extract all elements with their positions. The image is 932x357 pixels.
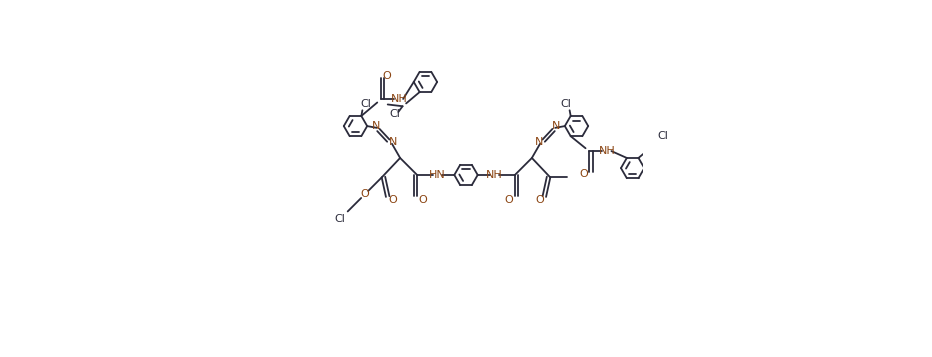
Text: N: N xyxy=(372,121,380,131)
Text: O: O xyxy=(418,195,427,205)
Text: Cl: Cl xyxy=(361,99,371,109)
Text: Cl: Cl xyxy=(335,213,346,223)
Text: Cl: Cl xyxy=(560,99,570,109)
Text: O: O xyxy=(388,195,397,205)
Text: O: O xyxy=(505,195,514,205)
Text: O: O xyxy=(382,71,391,81)
Text: N: N xyxy=(552,121,560,131)
Text: N: N xyxy=(535,137,543,147)
Text: O: O xyxy=(361,190,369,200)
Text: NH: NH xyxy=(487,170,503,180)
Text: NH: NH xyxy=(391,94,407,104)
Text: HN: HN xyxy=(429,170,445,180)
Text: O: O xyxy=(579,169,588,179)
Text: Cl: Cl xyxy=(390,109,400,119)
Text: NH: NH xyxy=(598,146,615,156)
Text: N: N xyxy=(389,137,397,147)
Text: Cl: Cl xyxy=(658,131,669,141)
Text: O: O xyxy=(535,195,544,205)
